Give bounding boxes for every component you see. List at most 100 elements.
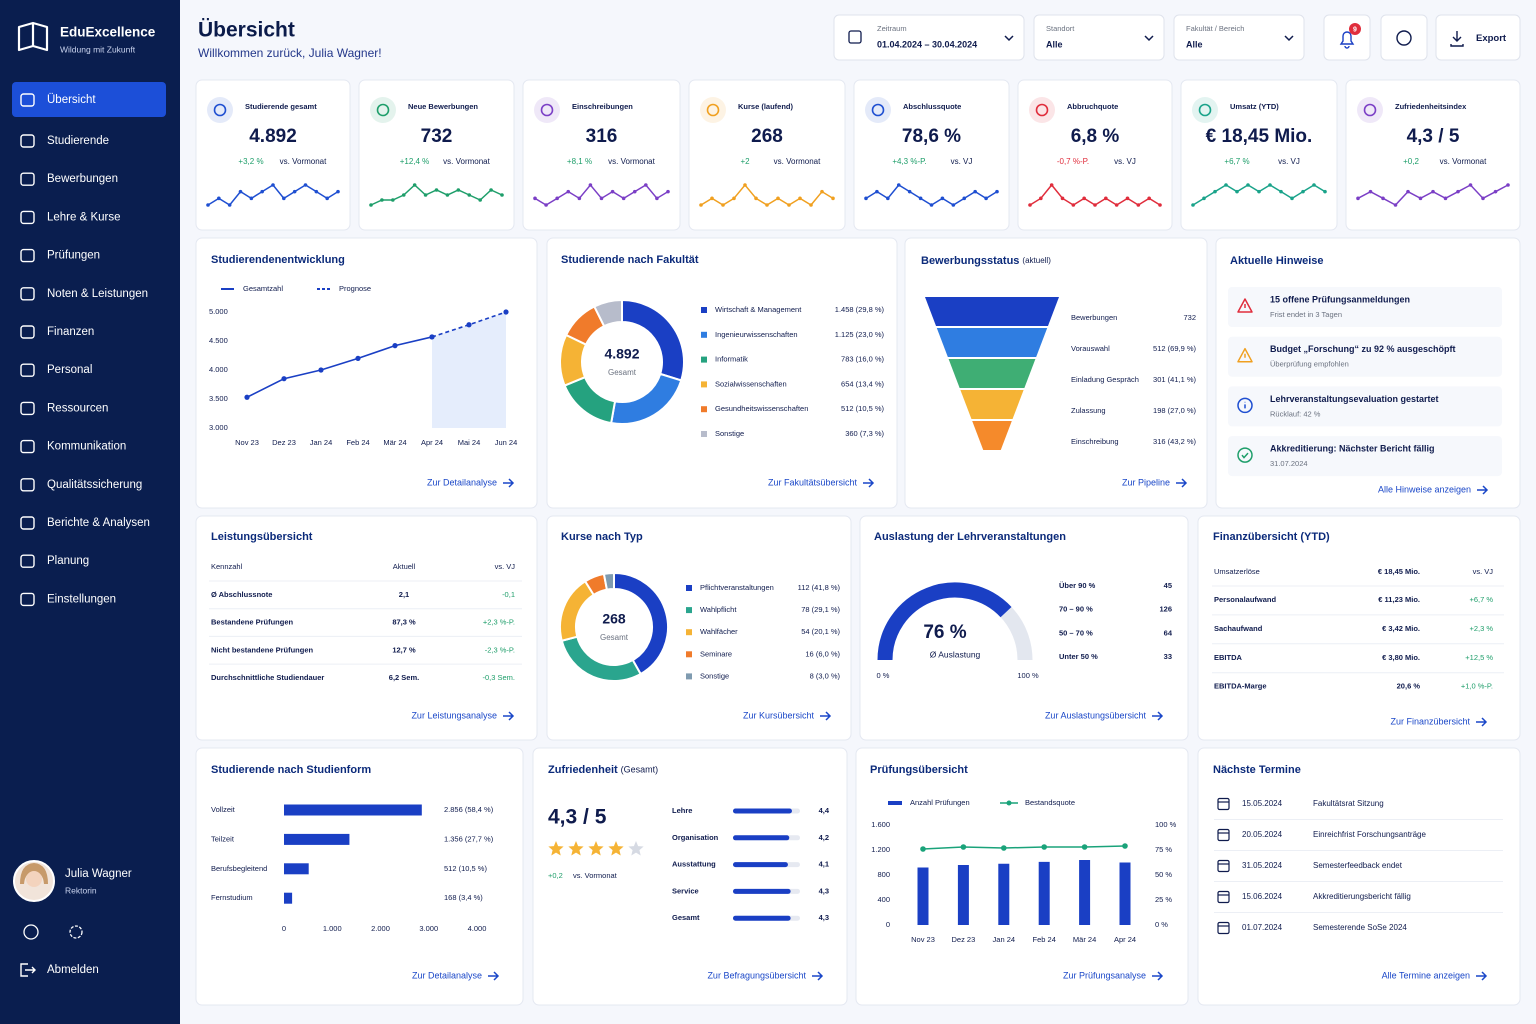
- sparkline-point: [227, 203, 232, 207]
- help-button[interactable]: [1380, 14, 1428, 61]
- nav-item[interactable]: Bewerbungen: [47, 173, 118, 185]
- nav-item[interactable]: Finanzen: [47, 326, 94, 338]
- link-arrow[interactable]: [1477, 485, 1489, 495]
- link-arrow[interactable]: [820, 711, 832, 721]
- link[interactable]: Zur Prüfungsanalyse: [1063, 970, 1146, 980]
- link-arrow[interactable]: [1152, 971, 1164, 981]
- link[interactable]: Zur Leistungsanalyse: [411, 710, 497, 720]
- badge-count: 9: [1353, 26, 1357, 33]
- notice-icon: [1237, 397, 1253, 414]
- notifications-button[interactable]: [1323, 14, 1371, 61]
- bar: [733, 835, 790, 841]
- link[interactable]: Alle Hinweise anzeigen: [1378, 484, 1471, 494]
- link[interactable]: Zur Fakultätsübersicht: [768, 477, 858, 487]
- y-tick-label: 400: [877, 895, 890, 904]
- kpi-label: Umsatz (YTD): [1230, 102, 1279, 111]
- nav-item[interactable]: Noten & Leistungen: [47, 288, 148, 300]
- link[interactable]: Zur Auslastungsübersicht: [1045, 710, 1147, 720]
- nav-item[interactable]: Planung: [47, 555, 89, 567]
- breakdown-value: 45: [1164, 581, 1172, 590]
- link-arrow[interactable]: [503, 711, 515, 721]
- link-arrow[interactable]: [812, 971, 824, 981]
- sparkline-point: [1290, 196, 1294, 201]
- kpi-label: Neue Bewerbungen: [408, 102, 478, 111]
- link[interactable]: Zur Detailanalyse: [427, 477, 497, 487]
- kpi-label: Studierende gesamt: [245, 102, 317, 111]
- nav-item[interactable]: Prüfungen: [47, 250, 100, 262]
- link[interactable]: Zur Befragungsübersicht: [707, 970, 806, 980]
- legend-label: Wirtschaft & Management: [715, 305, 802, 314]
- filter[interactable]: [1033, 14, 1165, 61]
- sparkline-point: [1114, 203, 1119, 207]
- notice[interactable]: [1228, 436, 1502, 477]
- card: [904, 237, 1208, 509]
- link-arrow[interactable]: [1476, 971, 1488, 981]
- nav-item[interactable]: Personal: [47, 364, 92, 376]
- bar: [284, 863, 309, 875]
- sparkline-point: [1393, 203, 1398, 207]
- nav-item[interactable]: Berichte & Analysen: [47, 517, 150, 529]
- forecast-area: [432, 312, 506, 428]
- nav-item[interactable]: Übersicht: [47, 94, 96, 106]
- card: [1345, 79, 1521, 231]
- link-arrow[interactable]: [488, 971, 500, 981]
- link-arrow[interactable]: [863, 478, 875, 488]
- sparkline-point: [809, 203, 813, 207]
- nav-item[interactable]: Lehre & Kurse: [47, 211, 121, 223]
- link[interactable]: Zur Detailanalyse: [412, 970, 482, 980]
- notice[interactable]: [1228, 336, 1502, 377]
- export-label[interactable]: Export: [1476, 33, 1507, 44]
- legend-swatch: [701, 331, 707, 338]
- bar: [998, 863, 1010, 925]
- legend-label: Prognose: [339, 284, 371, 293]
- export-button[interactable]: [1435, 14, 1521, 61]
- logout[interactable]: Abmelden: [47, 964, 99, 976]
- star: [588, 841, 604, 856]
- bar-label: Vollzeit: [211, 805, 236, 814]
- legend-value: 112 (41,8 %): [798, 583, 841, 592]
- link-arrow[interactable]: [1476, 717, 1488, 727]
- appointment-event: Akkreditierungsbericht fällig: [1313, 892, 1411, 901]
- legend-swatch: [701, 431, 707, 437]
- table-cell: Nicht bestandene Prüfungen: [211, 645, 314, 654]
- appointment-event: Fakultätsrat Sitzung: [1313, 799, 1384, 808]
- x-tick-label: Apr 24: [421, 438, 443, 447]
- notice[interactable]: [1228, 287, 1502, 327]
- sparkline-point: [610, 189, 615, 194]
- sparkline-point: [699, 203, 703, 207]
- sparkline-point: [1356, 196, 1360, 201]
- link-arrow[interactable]: [1152, 711, 1164, 721]
- nav-item[interactable]: Studierende: [47, 135, 109, 147]
- link[interactable]: Zur Kursübersicht: [743, 710, 815, 720]
- filter[interactable]: [833, 14, 1025, 61]
- link-arrow[interactable]: [1176, 478, 1188, 488]
- breakdown-value: 126: [1159, 605, 1172, 614]
- settings-icon[interactable]: [69, 925, 83, 939]
- sparkline-point: [423, 193, 428, 197]
- nav-item[interactable]: Ressourcen: [47, 402, 108, 414]
- legend-swatch: [686, 651, 692, 658]
- bar-label: Organisation: [672, 833, 719, 842]
- help-icon[interactable]: [23, 924, 39, 940]
- notice[interactable]: [1228, 386, 1502, 427]
- sparkline-point: [820, 189, 824, 194]
- kpi-icon: [700, 97, 726, 123]
- legend-swatch: [686, 607, 692, 614]
- nav-item[interactable]: Qualitätssicherung: [47, 479, 142, 491]
- link[interactable]: Alle Termine anzeigen: [1382, 970, 1470, 980]
- nav-item[interactable]: Einstellungen: [47, 593, 116, 605]
- change: +0,2: [548, 871, 563, 880]
- filter[interactable]: [1173, 14, 1305, 61]
- link-arrow[interactable]: [503, 478, 515, 488]
- link[interactable]: Zur Pipeline: [1122, 477, 1170, 487]
- user-role: Rektorin: [65, 885, 97, 895]
- legend-swatch: [701, 307, 707, 313]
- star: [628, 841, 644, 856]
- nav-item[interactable]: Kommunikation: [47, 441, 126, 453]
- kpi-icon: [370, 97, 396, 123]
- kpi-icon: [865, 97, 891, 123]
- x-tick-label: Mär 24: [383, 438, 406, 447]
- sparkline-point: [754, 196, 758, 201]
- logo: [17, 21, 49, 52]
- link[interactable]: Zur Finanzübersicht: [1390, 716, 1470, 726]
